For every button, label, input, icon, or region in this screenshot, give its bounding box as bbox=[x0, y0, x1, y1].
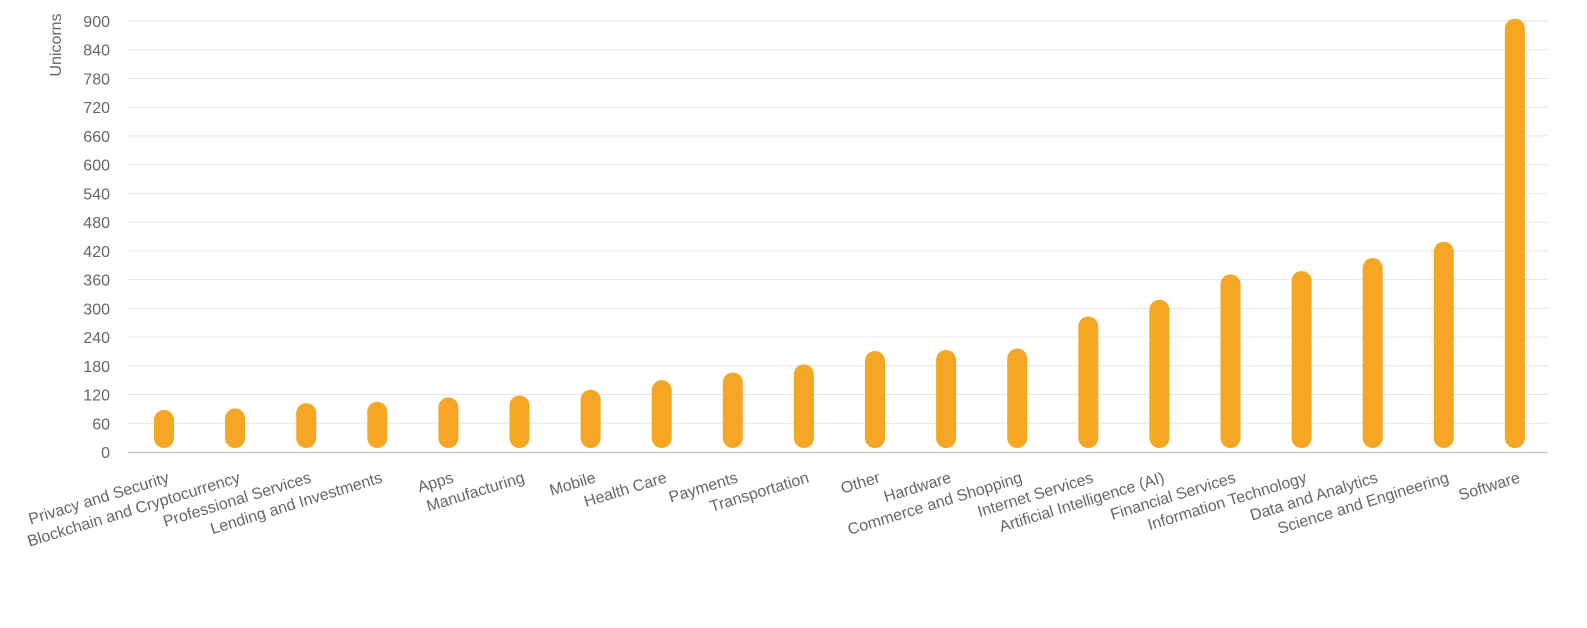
y-axis-title: Unicorns bbox=[48, 13, 65, 76]
y-tick-label: 480 bbox=[83, 215, 110, 232]
bar-lending-and-investments bbox=[367, 401, 388, 448]
y-tick-label: 540 bbox=[83, 186, 110, 203]
x-category-label: Software bbox=[1457, 470, 1522, 505]
bar-hardware bbox=[936, 349, 957, 448]
bar-transportation bbox=[793, 364, 814, 448]
bar-science-and-engineering bbox=[1433, 241, 1454, 448]
bar-professional-services bbox=[296, 403, 317, 448]
y-tick-label: 120 bbox=[83, 388, 110, 405]
y-tick-label: 840 bbox=[83, 43, 110, 60]
bar-data-and-analytics bbox=[1362, 258, 1383, 448]
y-tick-label: 0 bbox=[101, 445, 110, 462]
bar-privacy-and-security bbox=[154, 409, 174, 448]
x-category-label: Health Care bbox=[582, 470, 669, 511]
y-tick-label: 360 bbox=[83, 273, 110, 290]
bar-financial-services bbox=[1220, 274, 1241, 448]
y-tick-label: 420 bbox=[83, 244, 110, 261]
bar-payments bbox=[722, 372, 743, 448]
y-tick-label: 780 bbox=[83, 71, 110, 88]
bar-other bbox=[865, 350, 885, 448]
bar-blockchain-and-cryptocurrency bbox=[225, 408, 246, 448]
y-tick-label: 660 bbox=[83, 129, 110, 146]
bar-information-technology bbox=[1291, 270, 1312, 448]
bar-manufacturing bbox=[509, 395, 530, 448]
x-category-label: Other bbox=[839, 469, 883, 497]
bar-software bbox=[1504, 18, 1525, 448]
bar-internet-services bbox=[1078, 316, 1099, 448]
grid-lines bbox=[128, 20, 1548, 453]
bar-artificial-intelligence-ai bbox=[1149, 299, 1170, 448]
bar-mobile bbox=[580, 389, 601, 448]
y-tick-label: 300 bbox=[83, 301, 110, 318]
bars bbox=[154, 18, 1525, 448]
y-axis-ticks: 0 60 120 180 240 300 360 420 480 540 600 660 720 780 8… bbox=[83, 14, 110, 462]
y-tick-label: 240 bbox=[83, 330, 110, 347]
y-tick-label: 60 bbox=[92, 416, 110, 433]
y-tick-label: 180 bbox=[83, 359, 110, 376]
y-tick-label: 720 bbox=[83, 100, 110, 117]
bar-apps bbox=[438, 397, 459, 448]
bar-commerce-and-shopping bbox=[1007, 348, 1028, 448]
y-tick-label: 600 bbox=[83, 158, 110, 175]
y-tick-label: 900 bbox=[83, 14, 110, 31]
bar-health-care bbox=[651, 380, 672, 448]
